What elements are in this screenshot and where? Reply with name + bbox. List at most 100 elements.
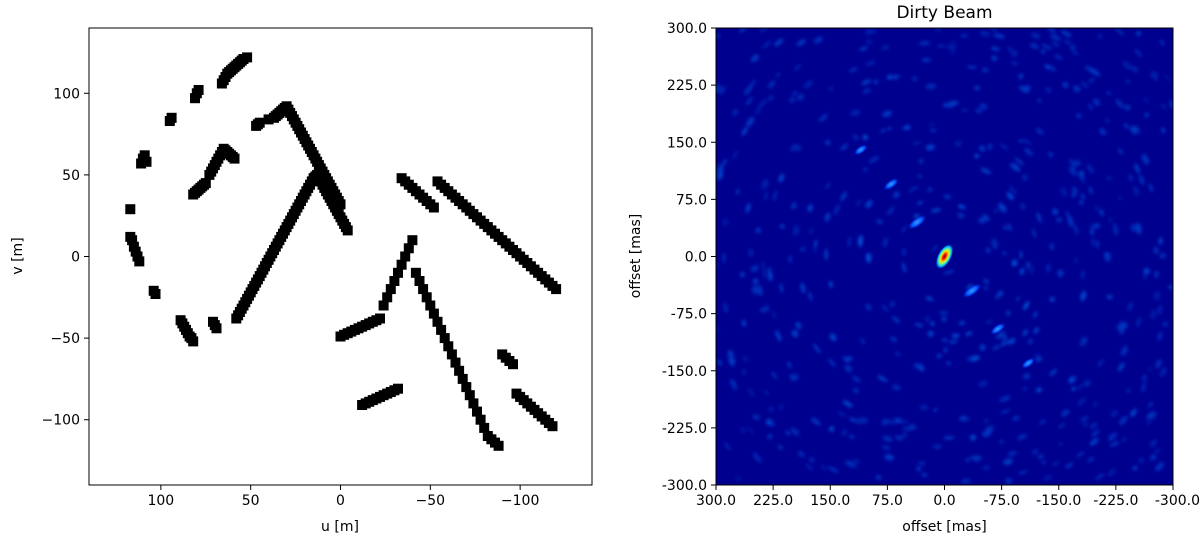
beam-speckle xyxy=(1018,73,1024,80)
uv-point xyxy=(150,289,161,299)
beam-speckle xyxy=(745,96,754,106)
beam-speckle xyxy=(728,357,734,368)
beam-speckle xyxy=(754,413,761,421)
uv-point xyxy=(472,406,482,417)
beam-speckle xyxy=(824,248,828,261)
beam-speckle xyxy=(829,426,835,432)
beam-speckle xyxy=(1011,259,1018,267)
beam-speckle xyxy=(739,426,746,433)
beam-speckle xyxy=(750,265,757,273)
beam-speckle xyxy=(766,266,773,274)
uv-y-tick-label: −50 xyxy=(50,331,80,347)
beam-speckle xyxy=(1108,432,1117,441)
beam-speckle xyxy=(1095,205,1098,211)
uv-y-tick-label: 100 xyxy=(53,86,80,102)
beam-speckle xyxy=(1052,461,1060,466)
uv-point xyxy=(418,284,429,295)
beam-speckle xyxy=(1076,451,1085,458)
beam-speckle xyxy=(791,329,799,338)
uv-point xyxy=(547,421,558,432)
beam-sidelobe xyxy=(1021,357,1036,369)
beam-speckle xyxy=(889,301,896,307)
beam-speckle xyxy=(1087,104,1094,110)
beam-speckle xyxy=(1035,356,1043,363)
uv-point xyxy=(242,52,253,63)
beam-speckle xyxy=(1060,187,1068,197)
beam-speckle xyxy=(1019,250,1023,259)
beam-speckle xyxy=(902,248,906,256)
beam-speckle xyxy=(1136,31,1142,36)
uv-point xyxy=(127,235,138,246)
beam-speckle xyxy=(862,88,871,94)
beam-speckle xyxy=(1119,320,1124,327)
beam-speckle xyxy=(1120,346,1128,356)
beam-speckle xyxy=(925,295,934,302)
beam-speckle xyxy=(1122,60,1132,70)
beam-speckle xyxy=(828,280,833,288)
beam-speckle xyxy=(1099,127,1107,136)
beam-speckle xyxy=(1150,309,1157,320)
beam-speckle xyxy=(740,271,745,278)
beam-speckle xyxy=(978,380,988,387)
beam-speckle xyxy=(1016,296,1020,301)
beam-speckle xyxy=(965,457,970,463)
beam-speckle xyxy=(1149,439,1157,447)
beam-speckle xyxy=(797,93,805,101)
beam-speckle xyxy=(1008,185,1018,195)
beam-speckle xyxy=(762,40,772,49)
uv-point xyxy=(468,398,479,409)
beam-speckle xyxy=(1007,450,1017,457)
beam-speckle xyxy=(918,462,926,465)
beam-speckle xyxy=(1069,166,1078,177)
beam-speckle xyxy=(789,374,796,381)
beam-speckle xyxy=(845,460,857,468)
beam-speckle xyxy=(1144,112,1150,118)
beam-speckle xyxy=(741,126,748,136)
beam-speckle xyxy=(824,212,831,222)
beam-speckle xyxy=(1057,269,1064,278)
beam-speckle xyxy=(876,219,883,225)
beam-y-tick-label: -225.0 xyxy=(662,421,707,437)
beam-speckle xyxy=(842,400,853,408)
uv-point xyxy=(134,256,145,267)
beam-speckle xyxy=(856,199,862,207)
uv-point xyxy=(188,336,199,347)
beam-speckle xyxy=(1080,290,1087,302)
beam-speckle xyxy=(1002,251,1007,256)
beam-speckle xyxy=(957,212,965,219)
beam-speckle xyxy=(991,55,998,61)
beam-speckle xyxy=(1018,470,1028,475)
beam-sidelobe-texture xyxy=(716,28,1173,485)
beam-speckle xyxy=(750,54,760,63)
beam-speckle xyxy=(1138,457,1145,464)
beam-speckle xyxy=(1134,125,1141,134)
uv-point xyxy=(508,359,518,370)
beam-speckle xyxy=(777,445,784,450)
beam-speckle xyxy=(761,179,769,190)
beam-speckle xyxy=(735,189,740,195)
beam-speckle xyxy=(841,429,848,436)
beam-speckle xyxy=(1027,338,1034,345)
beam-speckle xyxy=(950,48,956,55)
beam-speckle xyxy=(875,474,882,480)
beam-sidelobe xyxy=(883,177,900,191)
beam-speckle xyxy=(921,472,928,477)
beam-speckle xyxy=(1109,217,1112,223)
beam-speckle xyxy=(1069,158,1077,169)
beam-speckle xyxy=(1083,422,1088,427)
beam-speckle xyxy=(930,208,942,213)
beam-speckle xyxy=(1126,388,1131,394)
beam-speckle xyxy=(925,144,936,151)
beam-y-tick-label: -150.0 xyxy=(662,364,707,380)
beam-speckle xyxy=(849,434,855,440)
beam-speckle xyxy=(941,338,948,342)
beam-speckle xyxy=(792,91,798,96)
beam-speckle xyxy=(849,417,857,423)
uv-y-tick-label: 0 xyxy=(71,250,80,266)
beam-speckle xyxy=(1031,449,1039,455)
uv-point xyxy=(396,259,407,270)
beam-speckle xyxy=(1110,410,1118,418)
beam-speckle xyxy=(916,466,922,472)
beam-speckle xyxy=(1079,336,1088,347)
beam-x-ticks: 300.0 225.0 150.0 75.0 0.0 -75.0 -150.0 -225.0 -… xyxy=(696,485,1200,509)
